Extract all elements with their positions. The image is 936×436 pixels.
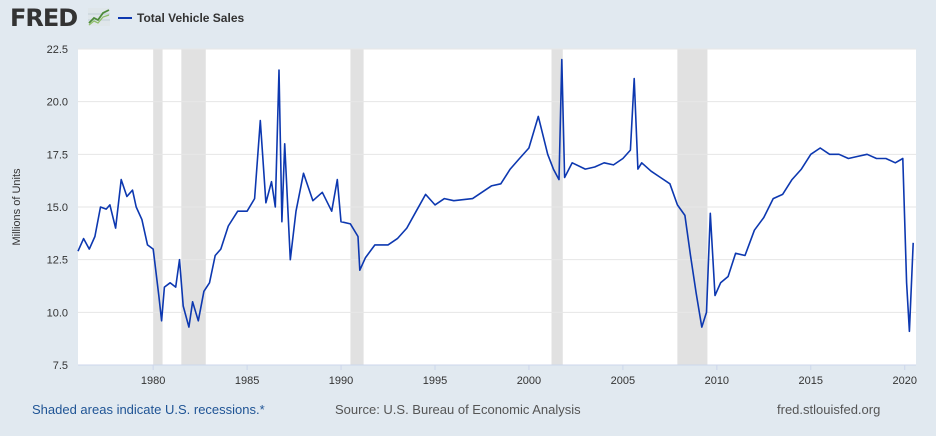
legend-swatch [118,16,132,19]
y-tick-label: 12.5 [47,255,68,267]
x-tick-label: 2005 [611,375,635,387]
chart-header: FRED Total Vehicle Sales [0,0,936,40]
x-tick-label: 2010 [705,375,729,387]
x-tick-label: 2020 [892,375,916,387]
series-line-total-vehicle-sales[interactable] [77,58,914,333]
x-tick-label: 1990 [329,375,353,387]
x-tick-label: 1995 [423,375,447,387]
line-chart-icon [88,8,110,26]
chart-footer: Shaded areas indicate U.S. recessions.* … [0,402,936,422]
y-tick-label: 22.5 [47,44,68,56]
x-tick-label: 2000 [517,375,541,387]
y-tick-labels: 7.5 10.0 12.5 15.0 17.5 20.0 22.5 [47,44,68,372]
recession-note-link[interactable]: Shaded areas indicate U.S. recessions.* [32,402,265,417]
source-text: Source: U.S. Bureau of Economic Analysis [335,402,581,417]
site-link[interactable]: fred.stlouisfed.org [777,402,881,417]
x-tick-label: 1980 [141,375,165,387]
y-axis-label: Millions of Units [11,168,23,246]
y-tick-label: 17.5 [47,149,68,161]
legend[interactable]: Total Vehicle Sales [118,11,244,25]
x-tick-label: 1985 [235,375,259,387]
y-tick-label: 7.5 [53,360,68,372]
line-chart: 7.5 10.0 12.5 15.0 17.5 20.0 22.5 1980 1985 1990… [11,44,917,387]
y-tick-label: 20.0 [47,97,68,109]
x-tick-labels: 1980 1985 1990 1995 2000 2005 2010 2015 2020 [78,364,917,387]
series-lines [77,58,914,333]
y-tick-label: 10.0 [47,307,68,319]
legend-label: Total Vehicle Sales [137,11,245,25]
y-tick-label: 15.0 [47,202,68,214]
x-tick-label: 2015 [799,375,823,387]
fred-logo[interactable]: FRED [10,4,78,32]
